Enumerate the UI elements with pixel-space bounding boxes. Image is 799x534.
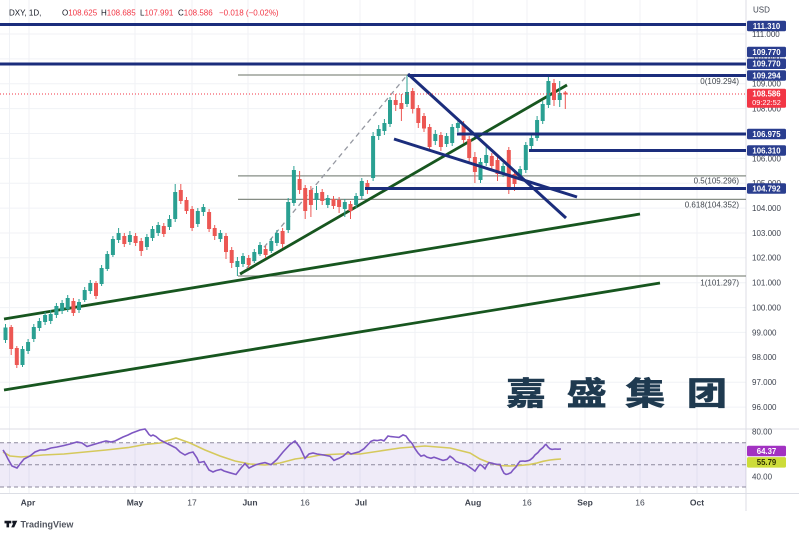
svg-text:109.770: 109.770 [752, 60, 781, 69]
svg-text:17: 17 [187, 498, 197, 508]
svg-text:Jul: Jul [355, 498, 367, 508]
svg-text:80.00: 80.00 [752, 428, 773, 437]
svg-text:Aug: Aug [465, 498, 482, 508]
svg-text:106.975: 106.975 [752, 130, 781, 139]
svg-text:16: 16 [300, 498, 310, 508]
svg-text:96.000: 96.000 [752, 403, 777, 412]
svg-text:104.792: 104.792 [752, 184, 781, 193]
svg-text:55.79: 55.79 [757, 458, 777, 467]
svg-text:104.000: 104.000 [752, 204, 781, 213]
svg-text:97.000: 97.000 [752, 378, 777, 387]
svg-text:103.000: 103.000 [752, 229, 781, 238]
svg-text:USD: USD [753, 5, 770, 14]
svg-text:101.000: 101.000 [752, 279, 781, 288]
svg-text:99.000: 99.000 [752, 328, 777, 337]
svg-text:TradingView: TradingView [21, 520, 75, 530]
svg-text:16: 16 [635, 498, 645, 508]
svg-text:109.000: 109.000 [752, 80, 781, 89]
svg-text:98.000: 98.000 [752, 353, 777, 362]
svg-text:16: 16 [522, 498, 532, 508]
svg-text:Apr: Apr [21, 498, 36, 508]
svg-text:108.000: 108.000 [752, 105, 781, 114]
svg-text:109.294: 109.294 [752, 71, 781, 80]
svg-text:May: May [127, 498, 144, 508]
svg-text:111.000: 111.000 [752, 30, 780, 39]
svg-text:Jun: Jun [242, 498, 257, 508]
svg-text:Sep: Sep [577, 498, 593, 508]
svg-text:Oct: Oct [690, 498, 704, 508]
svg-text:0(109.294): 0(109.294) [700, 77, 739, 86]
svg-text:40.00: 40.00 [752, 472, 773, 481]
svg-text:111.310: 111.310 [753, 22, 781, 31]
svg-text:100.000: 100.000 [752, 304, 781, 313]
svg-text:109.770: 109.770 [752, 48, 781, 57]
svg-text:09:22:52: 09:22:52 [752, 98, 781, 107]
svg-text:106.000: 106.000 [752, 154, 781, 163]
svg-text:106.310: 106.310 [752, 146, 781, 155]
svg-text:102.000: 102.000 [752, 254, 781, 263]
svg-text:0.618(104.352): 0.618(104.352) [685, 200, 740, 209]
svg-text:108.586: 108.586 [752, 89, 781, 98]
svg-text:1(101.297): 1(101.297) [700, 279, 739, 288]
svg-text:0.5(105.296): 0.5(105.296) [694, 177, 740, 186]
svg-text:64.37: 64.37 [757, 447, 777, 456]
